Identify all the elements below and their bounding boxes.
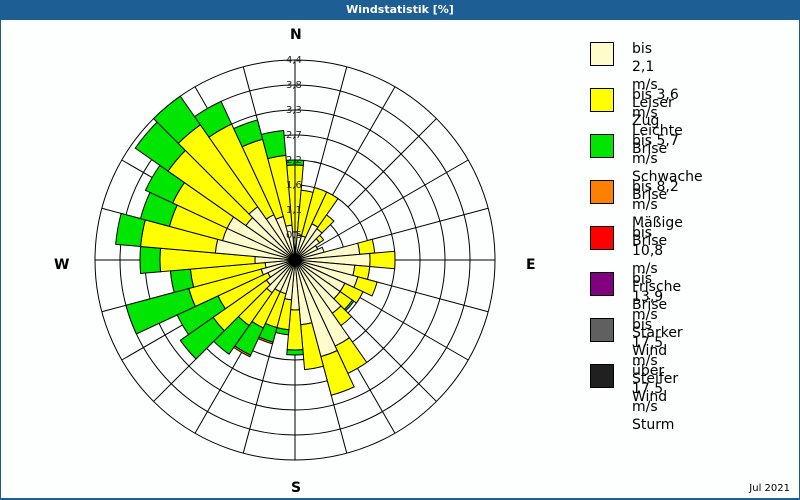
wind-rose-chart: 0,5 1,1 1,6 2,2 2,7 3,3 3,8 4,4 (94, 55, 496, 461)
svg-text:2,2: 2,2 (286, 155, 302, 166)
legend-swatch (590, 134, 614, 158)
legend-label: bis 8,2 m/s Mäßige Brise (632, 179, 683, 249)
compass-north-label: N (290, 27, 302, 43)
svg-text:3,3: 3,3 (286, 105, 302, 116)
legend-label: bis 3,6 m/s Leichte Brise (632, 87, 683, 157)
legend-label: bis 10,8 m/s Frische Brise (632, 225, 682, 313)
svg-text:2,7: 2,7 (286, 130, 302, 141)
window-title: Windstatistik [%] (0, 0, 800, 20)
legend-label: bis 5,7 m/s Schwache Brise (632, 133, 703, 203)
svg-text:3,8: 3,8 (286, 80, 302, 91)
legend-swatch (590, 226, 614, 250)
svg-text:1,1: 1,1 (286, 205, 302, 216)
legend-swatch (590, 272, 614, 296)
legend-swatch (590, 318, 614, 342)
period-label: Jul 2021 (749, 483, 790, 494)
legend-label: über 17,5 m/s Sturm (632, 363, 675, 433)
compass-east-label: E (526, 257, 536, 273)
svg-text:4,4: 4,4 (286, 55, 302, 66)
legend-label: bis 13,9 m/s Starker Wind (632, 271, 683, 359)
legend-swatch (590, 88, 614, 112)
compass-south-label: S (291, 480, 302, 496)
legend-label: bis 17,5 m/s Steifer Wind (632, 317, 679, 405)
legend-swatch (590, 42, 614, 66)
svg-text:0,5: 0,5 (286, 230, 302, 241)
bottom-border (0, 498, 800, 500)
svg-text:1,6: 1,6 (286, 180, 302, 191)
compass-west-label: W (54, 257, 70, 273)
legend-swatch (590, 364, 614, 388)
legend-label: bis 2,1 m/s Leiser Zug (632, 41, 674, 129)
legend-swatch (590, 180, 614, 204)
